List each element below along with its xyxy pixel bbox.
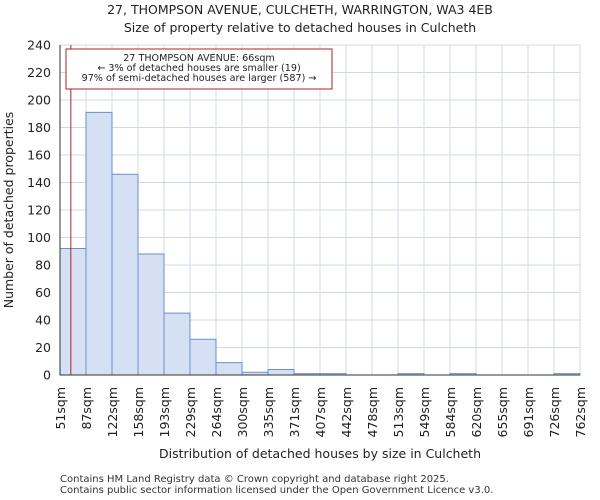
axes (59, 45, 580, 376)
x-tick-label: 193sqm (157, 387, 172, 437)
bars (59, 111, 581, 376)
x-tick-label: 300sqm (235, 387, 250, 437)
x-tick-label: 584sqm (443, 387, 458, 437)
bar-335sqm (267, 369, 295, 376)
annotation-box: 27 THOMPSON AVENUE: 66sqm ← 3% of detach… (65, 48, 333, 90)
y-tick-label: 80 (35, 258, 51, 273)
annotation-line1: 27 THOMPSON AVENUE: 66sqm (123, 53, 275, 64)
y-tick-label: 240 (27, 38, 51, 53)
x-tick-label: 513sqm (391, 387, 406, 437)
x-tick-label: 371sqm (287, 387, 302, 437)
x-tick-label: 655sqm (495, 387, 510, 437)
bar-122sqm (111, 173, 139, 376)
x-tick-label: 122sqm (105, 387, 120, 437)
x-ticks: 51sqm 87sqm 122sqm 158sqm 193sqm 229sqm 264sqm… (53, 387, 588, 437)
annotation-line2: ← 3% of detached houses are smaller (19) (97, 63, 300, 74)
x-tick-label: 229sqm (183, 387, 198, 437)
y-tick-label: 140 (27, 175, 51, 190)
bar-158sqm (137, 253, 165, 376)
y-axis-label: Number of detached properties (1, 112, 16, 309)
x-tick-label: 726sqm (547, 387, 562, 437)
grid-lines (59, 44, 581, 376)
x-tick-label: 620sqm (469, 387, 484, 437)
x-tick-label: 335sqm (261, 387, 276, 437)
bar-87sqm (85, 111, 113, 376)
annotation-frame (65, 48, 333, 90)
chart-title-line1: 27, THOMPSON AVENUE, CULCHETH, WARRINGTO… (107, 2, 493, 17)
bar-229sqm (189, 338, 217, 376)
x-tick-label: 87sqm (79, 387, 94, 430)
x-tick-label: 762sqm (573, 387, 588, 437)
chart-title: 27, THOMPSON AVENUE, CULCHETH, WARRINGTO… (0, 1, 600, 37)
x-tick-label: 51sqm (53, 387, 68, 430)
x-tick-label: 691sqm (521, 387, 536, 437)
x-tick-label: 158sqm (131, 387, 146, 437)
y-tick-label: 0 (43, 368, 51, 383)
x-tick-label: 478sqm (365, 387, 380, 437)
y-ticks: 0 20 40 60 80 100 120 140 160 180 200 220 240 (27, 38, 51, 383)
chart-title-line2: Size of property relative to detached ho… (123, 20, 477, 35)
y-tick-label: 120 (27, 203, 51, 218)
bar-51sqm (59, 248, 87, 376)
x-tick-label: 264sqm (209, 387, 224, 437)
footer-line1: Contains HM Land Registry data © Crown c… (60, 474, 449, 485)
x-tick-label: 407sqm (313, 387, 328, 437)
x-tick-label: 549sqm (417, 387, 432, 437)
y-tick-label: 220 (27, 65, 51, 80)
y-tick-label: 20 (35, 340, 51, 355)
annotation-line3: 97% of semi-detached houses are larger (… (82, 73, 317, 84)
footer-line2: Contains public sector information licen… (60, 485, 494, 496)
y-tick-label: 60 (35, 285, 51, 300)
y-tick-label: 100 (27, 230, 51, 245)
y-tick-label: 160 (27, 148, 51, 163)
y-tick-label: 40 (35, 313, 51, 328)
y-tick-label: 200 (27, 93, 51, 108)
y-tick-label: 180 (27, 120, 51, 135)
bar-193sqm (163, 312, 191, 376)
x-axis-label: Distribution of detached houses by size … (159, 446, 481, 461)
x-tick-label: 442sqm (339, 387, 354, 437)
bar-264sqm (215, 362, 243, 376)
